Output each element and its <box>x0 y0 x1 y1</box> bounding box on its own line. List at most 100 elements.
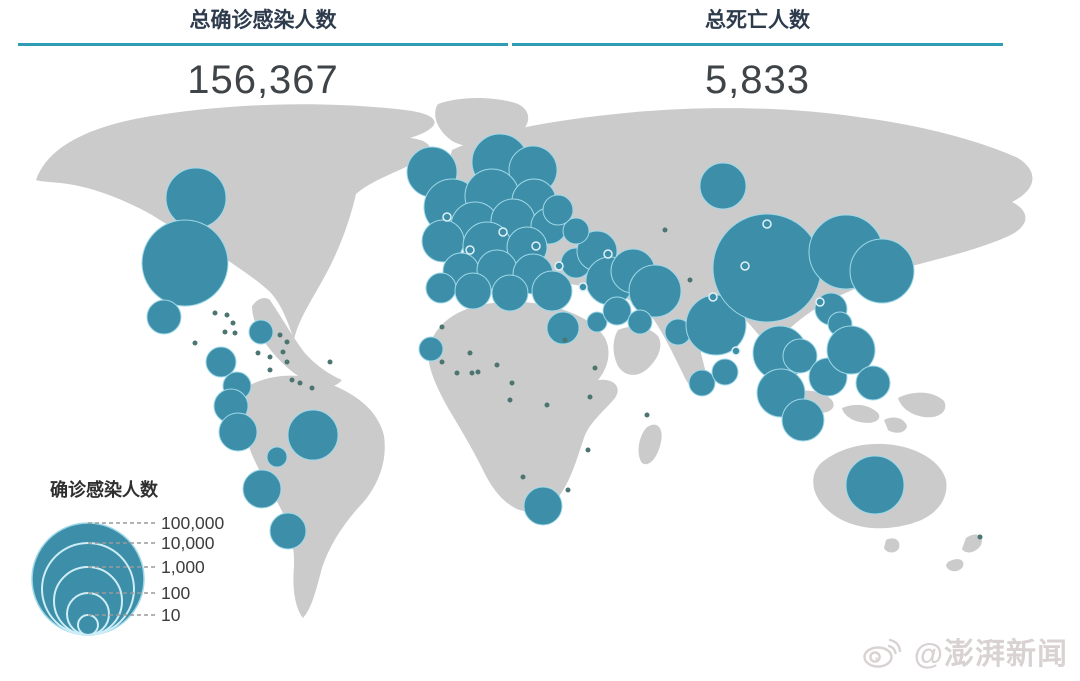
continent-africa <box>428 301 618 512</box>
tiny-case-dot <box>469 370 475 376</box>
tiny-case-dot <box>507 397 513 403</box>
country-case-bubble <box>523 486 563 526</box>
country-case-bubble <box>242 469 282 509</box>
small-case-rings-layer <box>442 212 825 356</box>
country-case-bubble <box>146 299 182 335</box>
size-legend: 确诊感染人数 100,000 10,000 1,000 100 10 <box>28 476 288 651</box>
total-deaths-value: 5,833 <box>704 58 811 102</box>
country-case-bubble <box>546 311 580 345</box>
tiny-case-dot <box>494 362 500 368</box>
watermark-text: @澎湃新闻 <box>913 638 1068 671</box>
small-case-ring <box>465 245 475 255</box>
small-case-ring <box>740 261 750 271</box>
country-case-bubble <box>418 336 444 362</box>
tiny-case-dot <box>230 320 236 326</box>
country-case-bubble <box>699 162 747 210</box>
country-case-bubble <box>628 264 682 318</box>
tiny-case-dot <box>544 402 550 408</box>
country-case-bubble <box>287 409 339 461</box>
tiny-case-dot <box>267 367 273 373</box>
country-case-bubble <box>602 296 632 326</box>
country-case-bubble <box>712 213 822 323</box>
small-case-ring <box>554 261 564 271</box>
tiny-case-dot <box>284 339 290 345</box>
country-case-bubble <box>782 338 818 374</box>
tiny-case-dot <box>644 412 650 418</box>
country-case-bubble <box>248 319 274 345</box>
weibo-icon <box>863 638 901 668</box>
tiny-case-dot <box>284 359 290 365</box>
tiny-case-dot <box>289 377 295 383</box>
tiny-case-dot <box>224 312 230 318</box>
small-case-ring <box>498 227 508 237</box>
country-case-bubble <box>781 398 825 442</box>
country-case-bubble <box>165 167 227 229</box>
tiny-case-dot <box>222 329 228 335</box>
total-confirmed-stat: 总确诊感染人数 156,367 <box>18 4 508 103</box>
tiny-case-dot <box>297 380 303 386</box>
country-case-bubble <box>586 311 608 333</box>
country-case-bubble <box>531 270 573 312</box>
tiny-case-dot <box>585 447 591 453</box>
country-case-bubble <box>454 272 492 310</box>
tiny-case-dot <box>212 310 218 316</box>
tiny-case-dot <box>192 340 198 346</box>
legend-value-label: 100,000 <box>161 513 225 533</box>
country-case-bubble <box>218 412 258 452</box>
country-case-bubble <box>425 272 457 304</box>
legend-title: 确诊感染人数 <box>50 480 158 500</box>
tiny-case-dot <box>587 394 593 400</box>
country-case-bubble <box>711 358 739 386</box>
country-case-bubble <box>491 274 529 312</box>
legend-circle <box>31 522 145 636</box>
small-case-ring <box>815 297 825 307</box>
islands-indonesia <box>842 404 880 423</box>
tiny-case-dot <box>439 359 445 365</box>
small-case-ring <box>731 346 741 356</box>
small-case-ring <box>762 219 772 229</box>
tiny-case-dot <box>520 474 526 480</box>
small-case-ring <box>578 282 588 292</box>
island-tasmania <box>884 538 900 553</box>
tiny-case-dot <box>280 349 286 355</box>
country-case-bubble <box>688 369 716 397</box>
country-case-bubble <box>266 446 288 468</box>
country-case-bubble <box>205 346 237 378</box>
island-madagascar <box>638 424 662 465</box>
country-case-bubble <box>627 309 653 335</box>
country-case-bubble <box>562 217 590 245</box>
accent-divider <box>512 43 1003 46</box>
total-deaths-label: 总死亡人数 <box>705 9 810 32</box>
small-case-ring <box>708 292 718 302</box>
tiny-case-dot <box>565 487 571 493</box>
small-case-ring <box>442 212 452 222</box>
islands-new-zealand <box>946 559 964 572</box>
country-case-bubble <box>826 325 876 375</box>
tiny-case-dot <box>509 380 515 386</box>
country-case-bubble <box>855 365 891 401</box>
country-case-bubble <box>542 194 574 226</box>
tiny-case-dot <box>277 332 283 338</box>
case-bubbles-layer <box>141 133 915 550</box>
tiny-case-dot <box>592 365 598 371</box>
tiny-case-dot <box>475 369 481 375</box>
island-new-guinea <box>898 392 946 418</box>
legend-value-label: 10 <box>161 605 181 625</box>
total-confirmed-value: 156,367 <box>187 58 339 102</box>
tiny-case-dot <box>562 337 568 343</box>
tiny-case-dot <box>977 534 983 540</box>
tiny-case-dot <box>662 227 668 233</box>
tiny-case-dots-layer <box>192 227 983 540</box>
total-deaths-stat: 总死亡人数 5,833 <box>512 4 1003 103</box>
tiny-case-dot <box>687 277 693 283</box>
small-case-ring <box>531 241 541 251</box>
legend-value-label: 1,000 <box>161 557 205 577</box>
tiny-case-dot <box>467 350 473 356</box>
continent-central-america <box>252 298 342 387</box>
legend-value-label: 100 <box>161 583 190 603</box>
country-case-bubble <box>269 512 307 550</box>
legend-value-label: 10,000 <box>161 533 215 553</box>
